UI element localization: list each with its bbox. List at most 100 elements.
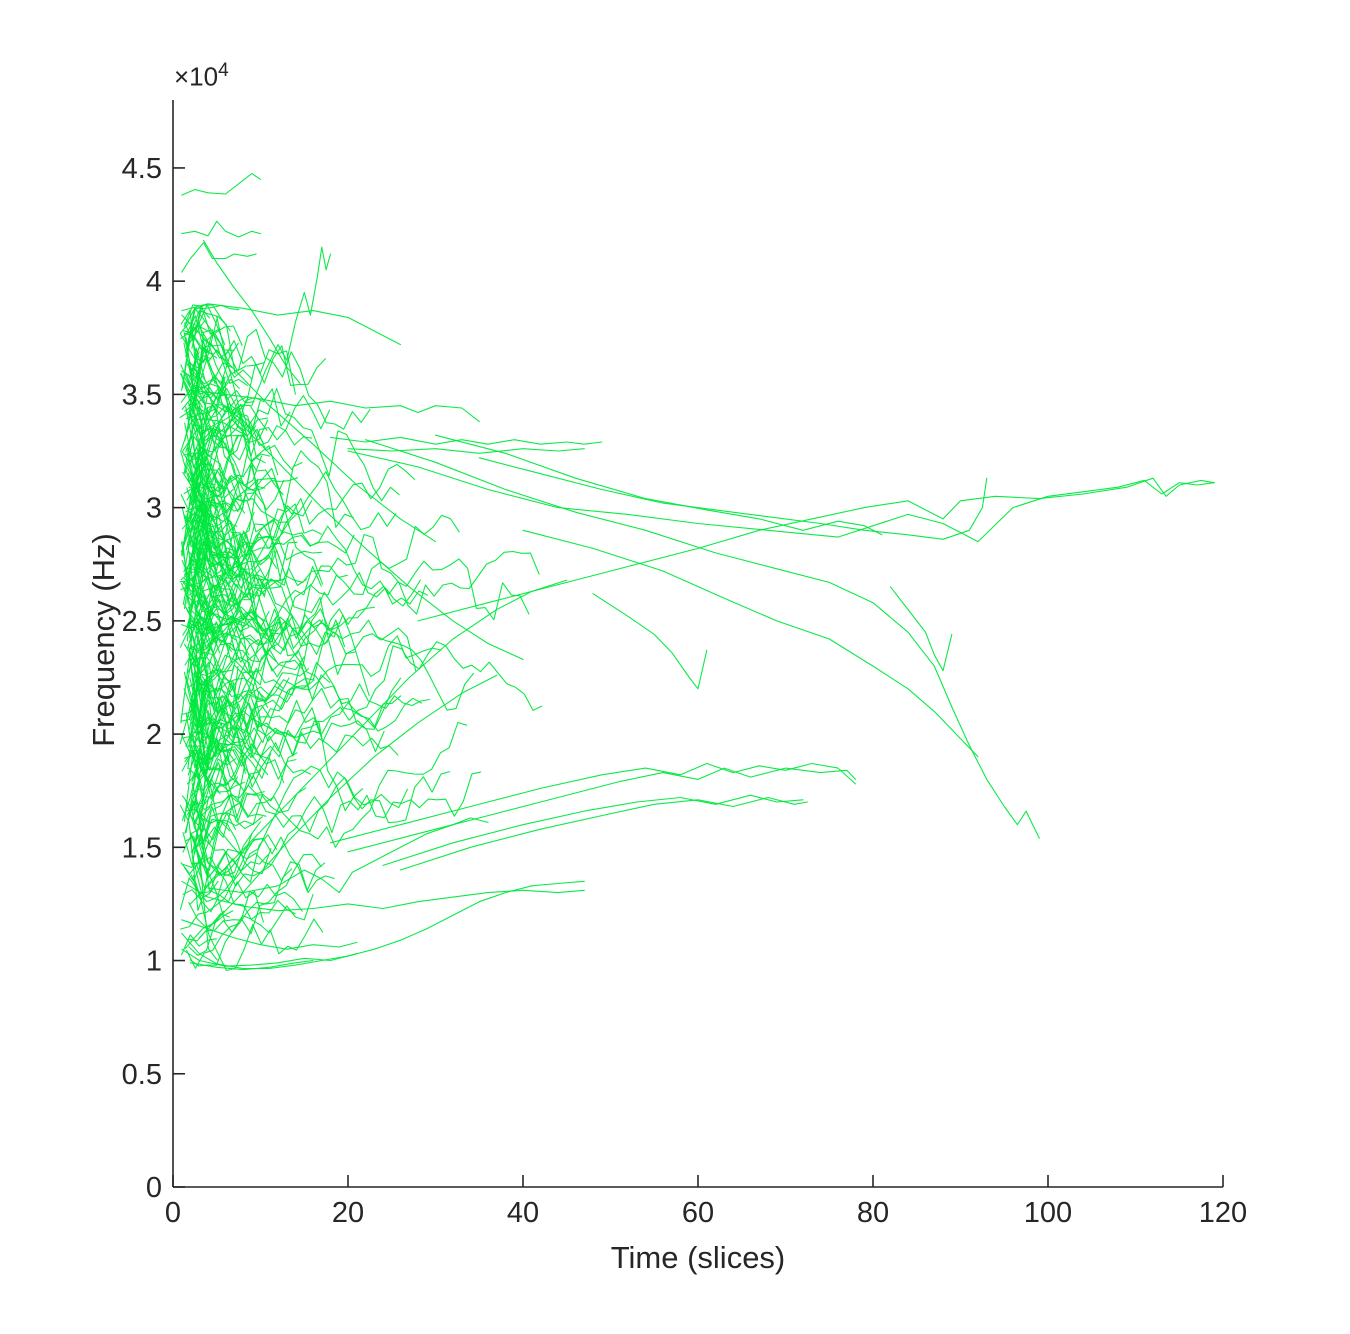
trace-long-tails <box>184 619 475 759</box>
y-tick-label: 3 <box>146 493 162 525</box>
trace-dense-medium <box>192 875 264 923</box>
trace-long-tails <box>206 533 540 615</box>
trace-long-tails <box>185 471 397 557</box>
trace-dense-short <box>180 364 199 386</box>
trace-top-band <box>185 304 240 324</box>
trace-dense-medium <box>187 549 294 589</box>
trace-very-low <box>179 877 234 911</box>
trace-ends-93-flick <box>478 457 988 540</box>
trace-dense-short <box>186 564 215 642</box>
trace-top-band <box>189 304 226 346</box>
trace-top-band <box>189 367 252 432</box>
trace-dense-medium <box>182 527 281 605</box>
trace-dense-short <box>183 637 212 660</box>
trace-bottom-band-1.25 <box>181 880 585 912</box>
trace-long-tails <box>195 525 530 628</box>
trace-dense-medium <box>188 618 322 751</box>
trace-long-tails <box>187 702 399 757</box>
trace-long-right-1 <box>347 450 1215 543</box>
x-tick-label: 0 <box>165 1197 181 1229</box>
trace-dense-short <box>181 612 201 715</box>
trace-dense-medium <box>194 613 267 683</box>
trace-dense-medium <box>194 466 275 533</box>
trace-long-tails <box>186 463 416 525</box>
y-tick-label: 1.5 <box>122 832 162 864</box>
trace-long-tails <box>194 721 468 848</box>
trace-dense-medium <box>185 423 257 453</box>
x-tick-label: 120 <box>1199 1197 1247 1229</box>
trace-dense-medium <box>195 426 354 528</box>
trace-dense-medium <box>191 500 298 590</box>
trace-long-tails <box>193 661 423 815</box>
x-tick-label: 100 <box>1024 1197 1072 1229</box>
trace-dense-medium <box>185 668 310 752</box>
trace-bottom-arc <box>181 880 585 970</box>
trace-mid-1.7-b <box>399 796 808 871</box>
x-tick-label: 40 <box>507 1197 539 1229</box>
trace-dense-short <box>193 665 239 762</box>
trace-dense-short <box>186 772 206 805</box>
y-axis-multiplier-base: ×10 <box>174 61 219 92</box>
trace-dense-short <box>191 758 237 789</box>
trace-top-band <box>180 324 243 346</box>
trace-flat-3.85 <box>181 303 402 346</box>
trace-dense-medium <box>181 310 296 395</box>
trace-top-band <box>183 304 220 335</box>
trace-dense-medium <box>195 792 267 890</box>
trace-dense-short <box>193 729 212 826</box>
axes-group <box>172 100 1224 1188</box>
trace-dense-short <box>188 501 225 546</box>
trace-long-tails <box>192 571 421 643</box>
trace-long-tails <box>196 619 417 676</box>
trace-very-low <box>188 901 225 929</box>
trace-bottom-zigzag <box>207 817 489 894</box>
y-tick-label: 2.5 <box>122 606 162 638</box>
trace-dense-short <box>192 480 211 504</box>
trace-dense-medium <box>186 591 276 649</box>
trace-dense-medium <box>190 874 324 972</box>
trace-flat-3.3-b <box>347 448 585 454</box>
trace-dense-medium <box>196 403 268 470</box>
trace-dense-medium <box>196 531 355 631</box>
y-axis-multiplier: ×104 <box>174 60 229 93</box>
trace-long-tails <box>200 771 482 895</box>
trace-long-tails <box>187 514 460 689</box>
trace-dense-medium <box>184 436 282 545</box>
trace-dense-medium <box>182 787 307 869</box>
trace-dense-short <box>184 393 203 408</box>
trace-dense-short <box>187 447 259 577</box>
trace-dense-medium <box>197 388 313 447</box>
y-tick-label: 3.5 <box>122 379 162 411</box>
trace-steep-ends-92 <box>522 529 979 758</box>
trace-dense-medium <box>192 467 290 580</box>
trace-dense-short <box>191 307 210 349</box>
trace-very-low <box>181 934 218 956</box>
traces-group <box>179 173 1215 972</box>
trace-diag-faller-b <box>181 314 437 543</box>
trace-top-band <box>180 333 225 412</box>
trace-dense-medium <box>195 670 364 812</box>
trace-dense-medium <box>198 609 279 686</box>
trace-top-4.2e4 <box>181 220 262 238</box>
trace-long-tails <box>195 635 442 708</box>
trace-dense-medium <box>188 685 269 758</box>
y-tick-label: 1 <box>146 946 162 978</box>
trace-dense-medium <box>185 388 266 489</box>
trace-dense-short <box>182 424 201 452</box>
trace-dense-medium <box>195 678 285 784</box>
trace-dense-short <box>193 709 230 800</box>
trace-dense-short <box>181 397 210 491</box>
y-tick-label: 0.5 <box>122 1059 162 1091</box>
trace-dense-medium <box>180 493 252 575</box>
trace-dense-medium <box>197 387 400 502</box>
x-axis-label: Time (slices) <box>610 1240 786 1275</box>
trace-long-tails <box>192 582 431 709</box>
trace-flat-3.3-a <box>329 436 603 445</box>
trace-dense-medium <box>198 503 322 570</box>
x-tick-label: 60 <box>682 1197 714 1229</box>
trace-top-band <box>187 362 233 392</box>
trace-dense-medium <box>180 394 331 457</box>
trace-v-end-89 <box>889 586 953 672</box>
trace-dense-medium <box>190 734 297 780</box>
